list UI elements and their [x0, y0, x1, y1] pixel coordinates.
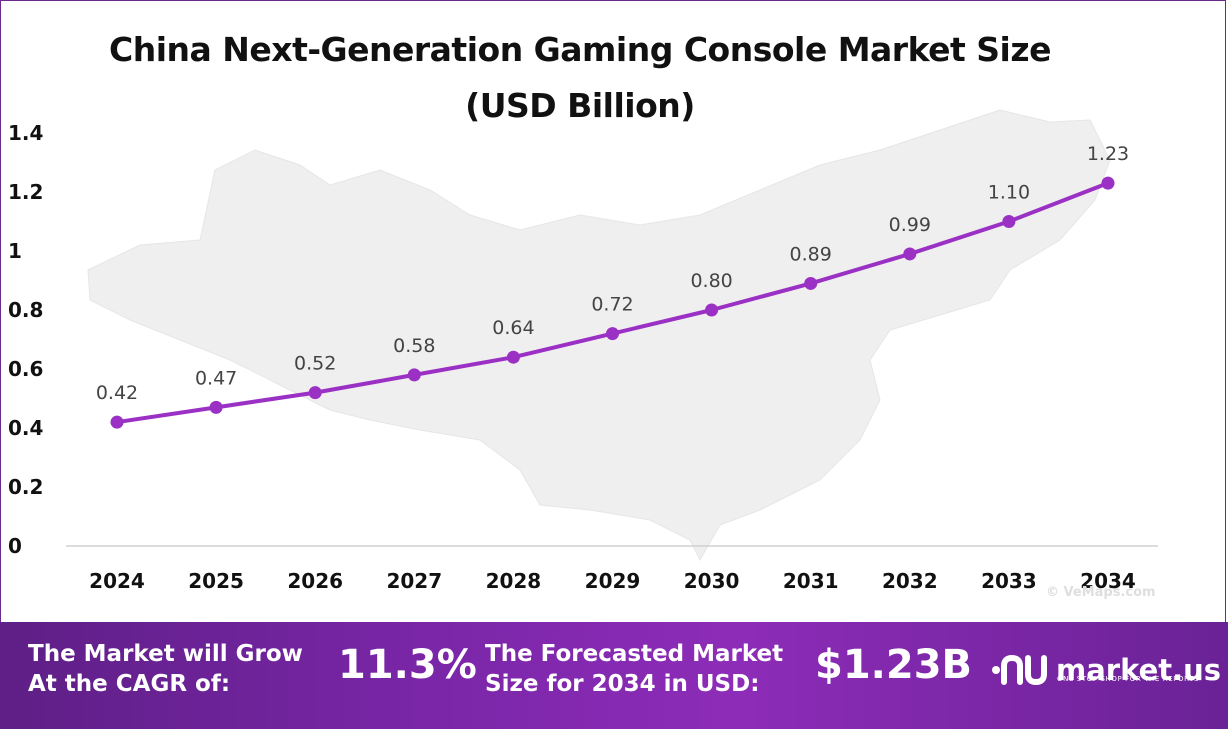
market-us-logo-icon: [992, 654, 1047, 686]
market-us-logo: market.us: [990, 648, 1221, 692]
y-tick-label: 0.8: [8, 298, 43, 322]
data-label: 0.80: [690, 270, 732, 292]
x-tick-label: 2025: [188, 569, 244, 593]
data-point: [407, 368, 421, 382]
data-label: 0.89: [790, 243, 832, 265]
x-tick-label: 2027: [386, 569, 442, 593]
brand-name: market.us: [1056, 653, 1222, 687]
data-points: [110, 176, 1115, 429]
x-tick-label: 2028: [486, 569, 542, 593]
forecast-value: $1.23B: [815, 642, 973, 688]
x-tick-label: 2030: [684, 569, 740, 593]
cagr-value: 11.3%: [338, 642, 477, 688]
data-point: [903, 247, 917, 261]
x-tick-label: 2034: [1080, 569, 1136, 593]
data-point: [606, 327, 619, 341]
y-tick-label: 1: [8, 239, 22, 263]
data-label: 1.10: [988, 182, 1030, 204]
forecast-label-line1: The Forecasted Market: [485, 641, 784, 667]
data-point: [110, 415, 124, 429]
data-point: [308, 386, 322, 400]
x-tick-label: 2024: [89, 569, 145, 593]
y-tick-label: 0.6: [8, 357, 43, 381]
y-tick-label: 1.2: [8, 180, 43, 204]
y-tick-label: 1.4: [8, 121, 43, 145]
map-watermark: © VeMaps.com: [1046, 585, 1156, 600]
x-tick-label: 2033: [981, 569, 1037, 593]
data-labels: 0.42 0.47 0.52 0.58 0.64 0.72 0.80 0.89 0.99 1.10…: [96, 143, 1129, 404]
cagr-label: The Market will Grow At the CAGR of:: [28, 639, 303, 699]
data-label: 0.64: [492, 317, 534, 339]
chart-title: China Next-Generation Gaming Console Mar…: [109, 30, 1051, 125]
data-point: [506, 350, 520, 364]
x-tick-label: 2029: [585, 569, 641, 593]
data-point: [804, 276, 818, 290]
x-tick-label: 2032: [882, 569, 938, 593]
x-tick-label: 2026: [287, 569, 343, 593]
data-label: 0.58: [393, 335, 435, 357]
data-point: [705, 303, 719, 317]
data-label: 0.52: [294, 353, 336, 375]
y-axis-ticks: 0 0.2 0.4 0.6 0.8 1 1.2 1.4: [8, 121, 43, 558]
data-point: [209, 400, 223, 414]
data-point: [1002, 215, 1016, 228]
y-tick-label: 0: [8, 534, 22, 558]
data-label: 0.99: [889, 214, 931, 236]
cagr-label-line2: At the CAGR of:: [28, 671, 231, 697]
line-chart: 00.20.40.60.811.21.4 2024 2025 2026 2027 202…: [8, 121, 1158, 593]
data-label: 0.47: [195, 367, 237, 389]
data-label: 1.23: [1087, 143, 1129, 165]
forecast-label-line2: Size for 2034 in USD:: [485, 671, 760, 697]
data-label: 0.42: [96, 382, 138, 404]
brand-tagline: ONE STOP SHOP FOR THE REPORTS: [1057, 675, 1200, 683]
x-axis-ticks: 2024 2025 2026 2027 2028 2029 2030 2031 2032 2033…: [89, 569, 1136, 593]
y-tick-label: 0.2: [8, 475, 43, 499]
data-label: 0.72: [591, 294, 633, 316]
forecast-label: The Forecasted Market Size for 2034 in U…: [485, 639, 783, 699]
x-tick-label: 2031: [783, 569, 839, 593]
y-tick-label: 0.4: [8, 416, 43, 440]
footer-banner: [0, 622, 1228, 729]
data-point: [1101, 176, 1115, 190]
cagr-label-line1: The Market will Grow: [28, 641, 303, 667]
